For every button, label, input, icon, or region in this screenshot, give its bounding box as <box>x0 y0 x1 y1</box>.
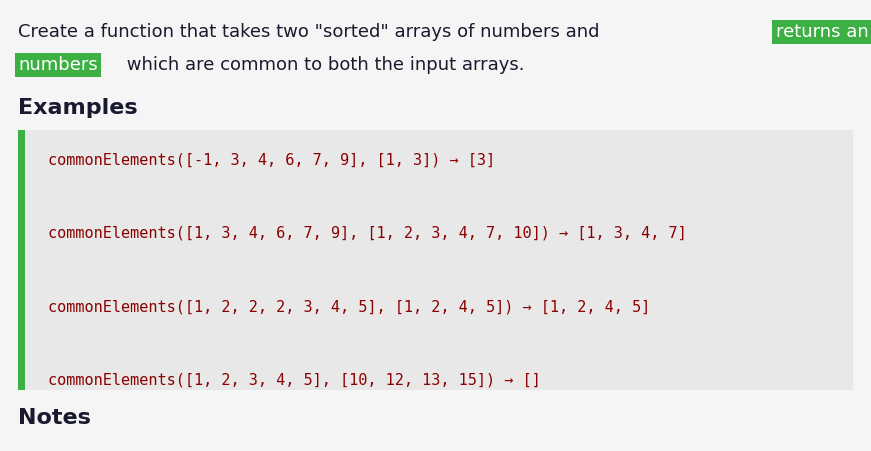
Bar <box>18 130 25 390</box>
Text: Create a function that takes two "sorted" arrays of numbers and: Create a function that takes two "sorted… <box>18 23 605 41</box>
Text: returns an array of: returns an array of <box>776 23 871 41</box>
Text: commonElements([-1, 3, 4, 6, 7, 9], [1, 3]) → [3]: commonElements([-1, 3, 4, 6, 7, 9], [1, … <box>48 152 495 167</box>
Text: which are common to both the input arrays.: which are common to both the input array… <box>121 56 524 74</box>
Bar <box>18 130 853 390</box>
Text: commonElements([1, 2, 3, 4, 5], [10, 12, 13, 15]) → []: commonElements([1, 2, 3, 4, 5], [10, 12,… <box>48 373 541 387</box>
Text: Notes: Notes <box>18 408 91 428</box>
Text: commonElements([1, 2, 2, 2, 3, 4, 5], [1, 2, 4, 5]) → [1, 2, 4, 5]: commonElements([1, 2, 2, 2, 3, 4, 5], [1… <box>48 299 651 314</box>
Text: numbers: numbers <box>18 56 98 74</box>
Text: Examples: Examples <box>18 98 138 118</box>
Text: commonElements([1, 3, 4, 6, 7, 9], [1, 2, 3, 4, 7, 10]) → [1, 3, 4, 7]: commonElements([1, 3, 4, 6, 7, 9], [1, 2… <box>48 226 686 241</box>
